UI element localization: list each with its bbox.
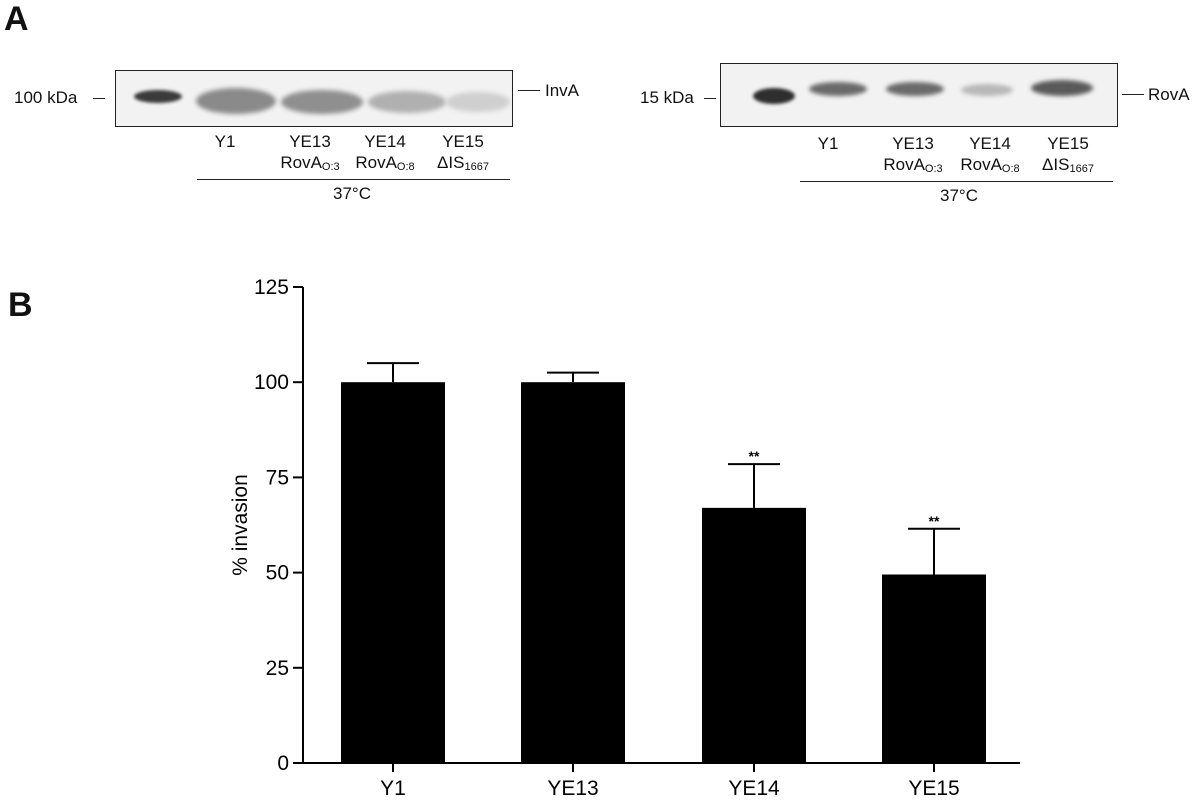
chart-bars (341, 362, 986, 763)
invA-marker-tick (93, 98, 105, 99)
y-axis-title: % invasion (229, 474, 252, 576)
x-tick-label: Y1 (380, 777, 406, 800)
invA-band-ladder (134, 90, 182, 103)
rovA-band-ye13 (886, 82, 944, 96)
invA-band-ye15 (446, 92, 510, 112)
rovA-band-ye14 (961, 84, 1013, 96)
panel-b-letter: B (8, 286, 33, 324)
significance-marker: ** (929, 513, 940, 529)
chart-labels: 0 25 50 75 100 125 % invasion Y1 YE13 YE14 ** YE15 *… (229, 276, 960, 800)
invA-band-ye14 (368, 91, 446, 113)
invA-protein-label: InvA (545, 81, 580, 100)
y-tick-label: 100 (254, 371, 289, 394)
bar (521, 382, 625, 763)
x-tick-label: YE14 (728, 777, 780, 800)
rovA-condition-rule (800, 181, 1113, 182)
x-tick-label: YE13 (547, 777, 598, 800)
invA-lane-ye14: YE14 RovAO:8 (355, 132, 415, 173)
rovA-protein-label: RovA (1148, 85, 1190, 104)
rovA-lane-ye15: YE15 ΔIS1667 (1042, 134, 1094, 175)
y-tick-label: 125 (254, 276, 289, 299)
rovA-lane-ye14: YE14 RovAO:8 (960, 134, 1020, 175)
rovA-marker-label: 15 kDa (640, 88, 694, 107)
rovA-band-ladder (753, 88, 795, 104)
significance-marker: ** (749, 448, 760, 464)
invA-band-y1 (196, 88, 276, 114)
y-tick-label: 75 (266, 466, 289, 489)
y-tick-label: 50 (266, 562, 289, 585)
invA-blot-image (115, 70, 513, 127)
y-tick-label: 25 (266, 657, 289, 680)
rovA-blot-image (720, 63, 1118, 127)
invA-lane-ye13: YE13 RovAO:3 (280, 132, 340, 173)
rovA-marker-tick (704, 98, 716, 99)
rovA-condition-label: 37°C (940, 186, 978, 205)
x-tick-label: YE15 (908, 777, 959, 800)
rovA-protein-tick (1122, 94, 1144, 95)
bar (702, 507, 806, 763)
bar (882, 574, 986, 763)
rovA-band-ye15 (1031, 80, 1093, 96)
invA-marker-label: 100 kDa (14, 88, 78, 107)
invA-protein-tick (518, 90, 540, 91)
y-tick-label: 0 (277, 752, 289, 775)
panel-a-letter: A (4, 0, 29, 38)
invA-condition-rule (197, 179, 510, 180)
invA-lane-ye15: YE15 ΔIS1667 (437, 132, 489, 173)
bar (341, 382, 445, 763)
rovA-lane-y1: Y1 (817, 134, 839, 153)
invA-condition-label: 37°C (333, 184, 371, 203)
invA-lane-y1: Y1 (214, 132, 236, 151)
rovA-band-y1 (809, 82, 867, 96)
rovA-lane-ye13: YE13 RovAO:3 (883, 134, 943, 175)
invA-band-ye13 (281, 90, 363, 114)
